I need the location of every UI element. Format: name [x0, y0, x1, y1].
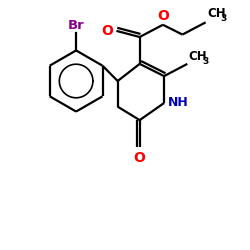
Text: Br: Br	[68, 19, 84, 32]
Text: CH: CH	[188, 50, 207, 63]
Text: O: O	[157, 9, 169, 23]
Text: O: O	[134, 151, 145, 165]
Text: CH: CH	[207, 8, 226, 20]
Text: NH: NH	[168, 96, 188, 110]
Text: O: O	[102, 24, 114, 38]
Text: 3: 3	[221, 14, 227, 23]
Text: 3: 3	[202, 56, 209, 66]
